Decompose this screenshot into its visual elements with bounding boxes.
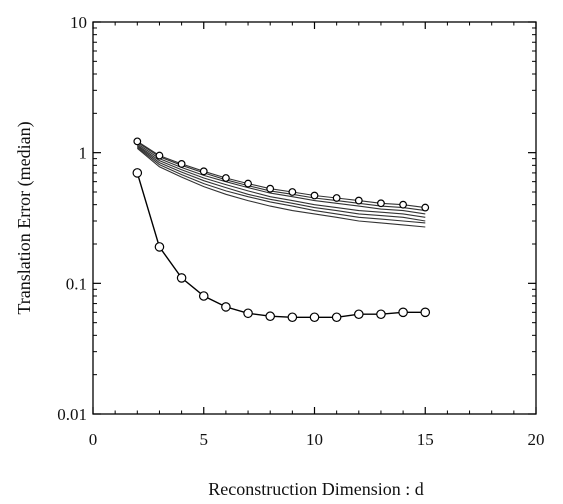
- data-point: [133, 137, 142, 146]
- data-point: [331, 312, 342, 323]
- data-point: [243, 308, 253, 319]
- x-tick-label: 5: [200, 430, 209, 449]
- data-point: [421, 203, 430, 212]
- series-line: [136, 143, 426, 215]
- data-point: [155, 151, 164, 160]
- data-point: [198, 291, 209, 301]
- data-point: [176, 273, 187, 283]
- series-2: [133, 137, 430, 212]
- data-point: [354, 196, 363, 205]
- data-point: [309, 312, 320, 323]
- series-line: [136, 147, 426, 228]
- data-point: [376, 309, 386, 320]
- data-point: [132, 168, 143, 178]
- plot-frame: [92, 21, 537, 415]
- y-axis-ticks: 0.01 0.1 1 10: [57, 13, 536, 424]
- x-tick-label: 10: [306, 430, 323, 449]
- series-line: [136, 141, 426, 212]
- data-point: [244, 179, 252, 188]
- series-6: [136, 145, 426, 222]
- data-point: [177, 160, 186, 168]
- data-point: [420, 307, 431, 318]
- series-3: [136, 141, 426, 212]
- series-layer: [132, 137, 431, 323]
- y-tick-label: 0.1: [66, 274, 87, 293]
- data-point: [221, 302, 231, 312]
- data-point: [288, 188, 297, 196]
- y-tick-label: 1: [79, 144, 88, 163]
- series-1: [132, 168, 431, 323]
- x-axis-ticks: 0 5 10 15 20: [89, 22, 545, 449]
- series-line: [136, 145, 426, 222]
- series-line: [136, 144, 426, 218]
- data-point: [353, 309, 364, 320]
- data-point: [221, 174, 230, 182]
- data-point: [154, 242, 165, 252]
- data-point: [310, 191, 319, 200]
- data-point: [266, 184, 275, 193]
- data-point: [399, 200, 408, 209]
- series-8: [136, 147, 426, 228]
- series-4: [136, 143, 426, 215]
- data-point: [398, 307, 408, 318]
- x-tick-label: 0: [89, 430, 98, 449]
- series-line: [136, 146, 426, 224]
- x-tick-label: 20: [528, 430, 545, 449]
- x-axis-title: Reconstruction Dimension : d: [208, 479, 423, 499]
- y-axis-title: Translation Error (median): [14, 121, 35, 314]
- y-tick-label: 10: [70, 13, 87, 32]
- data-point: [332, 194, 341, 202]
- series-5: [136, 144, 426, 218]
- data-point: [199, 167, 208, 176]
- data-point: [265, 311, 275, 322]
- x-tick-label: 15: [417, 430, 434, 449]
- data-point: [287, 312, 298, 323]
- data-point: [377, 199, 385, 208]
- y-tick-label: 0.01: [57, 405, 87, 424]
- series-7: [136, 146, 426, 224]
